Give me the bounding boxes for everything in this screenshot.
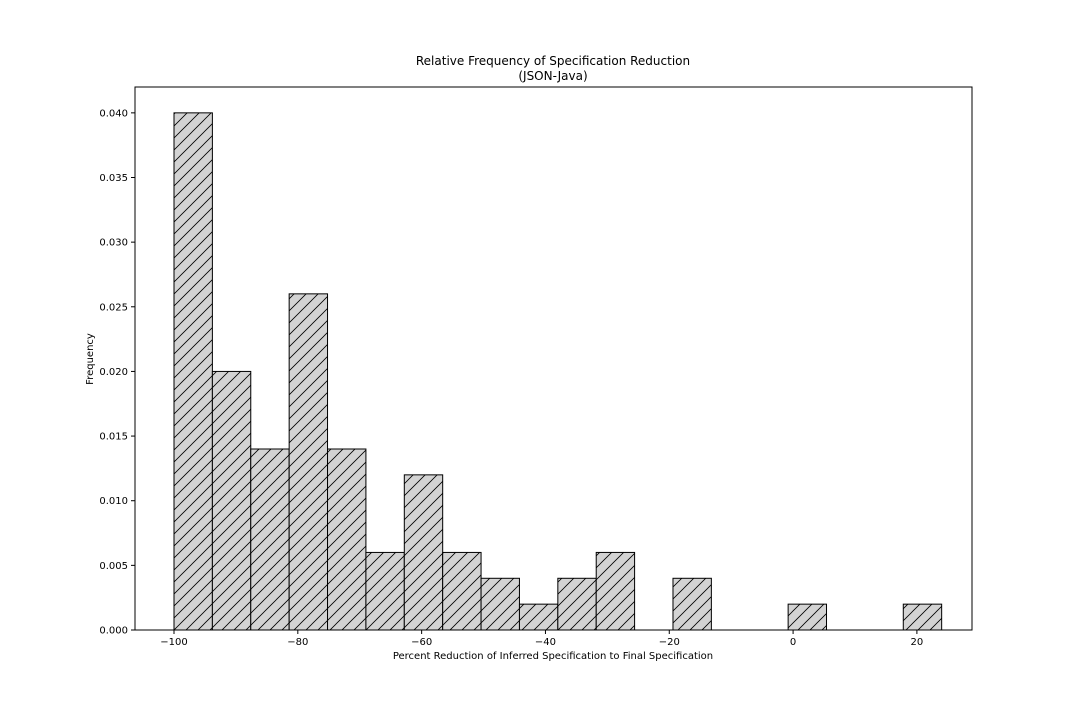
y-tick-label: 0.015 <box>99 432 128 443</box>
x-tick-label: −20 <box>659 637 680 648</box>
x-tick-label: 20 <box>911 637 924 648</box>
x-axis-label: Percent Reduction of Inferred Specificat… <box>393 651 713 662</box>
x-axis: −100 −80 −60 −40 −20 0 20 <box>160 630 923 648</box>
x-tick-label: −80 <box>287 637 308 648</box>
y-axis: 0.000 0.005 0.010 0.015 0.020 0.025 0.030 0.035… <box>99 108 135 637</box>
x-tick-label: −60 <box>411 637 432 648</box>
histogram-bar-0 <box>173 112 213 631</box>
x-tick-label: −40 <box>535 637 556 648</box>
histogram-bar-13 <box>787 603 828 631</box>
y-tick-label: 0.005 <box>99 561 128 572</box>
chart-subtitle: (JSON-Java) <box>518 69 587 83</box>
histogram-bar-7 <box>442 551 482 631</box>
x-tick-label: −100 <box>160 637 187 648</box>
histogram-bar-6 <box>403 474 444 631</box>
histogram-bar-8 <box>480 577 520 631</box>
histogram-bar-1 <box>211 370 252 631</box>
y-tick-label: 0.035 <box>99 173 128 184</box>
histogram-bar-14 <box>902 603 943 631</box>
histogram-bar-11 <box>595 551 636 631</box>
histogram-bar-10 <box>557 577 597 631</box>
y-tick-label: 0.020 <box>99 367 128 378</box>
y-tick-label: 0.000 <box>99 626 128 637</box>
bars-group <box>173 112 943 631</box>
x-tick-label: 0 <box>790 637 796 648</box>
y-tick-label: 0.010 <box>99 496 128 507</box>
histogram-bar-9 <box>518 603 559 631</box>
plot-area-frame <box>134 86 973 631</box>
histogram-bar-2 <box>250 448 290 631</box>
histogram-bar-4 <box>327 448 367 631</box>
y-tick-label: 0.040 <box>99 108 128 119</box>
y-tick-label: 0.025 <box>99 302 128 313</box>
y-tick-label: 0.030 <box>99 238 128 249</box>
y-axis-label: Frequency <box>85 333 96 385</box>
chart-title: Relative Frequency of Specification Redu… <box>416 54 690 68</box>
histogram-bar-3 <box>288 293 329 631</box>
histogram-bar-12 <box>672 577 712 631</box>
histogram-bar-5 <box>365 551 405 631</box>
